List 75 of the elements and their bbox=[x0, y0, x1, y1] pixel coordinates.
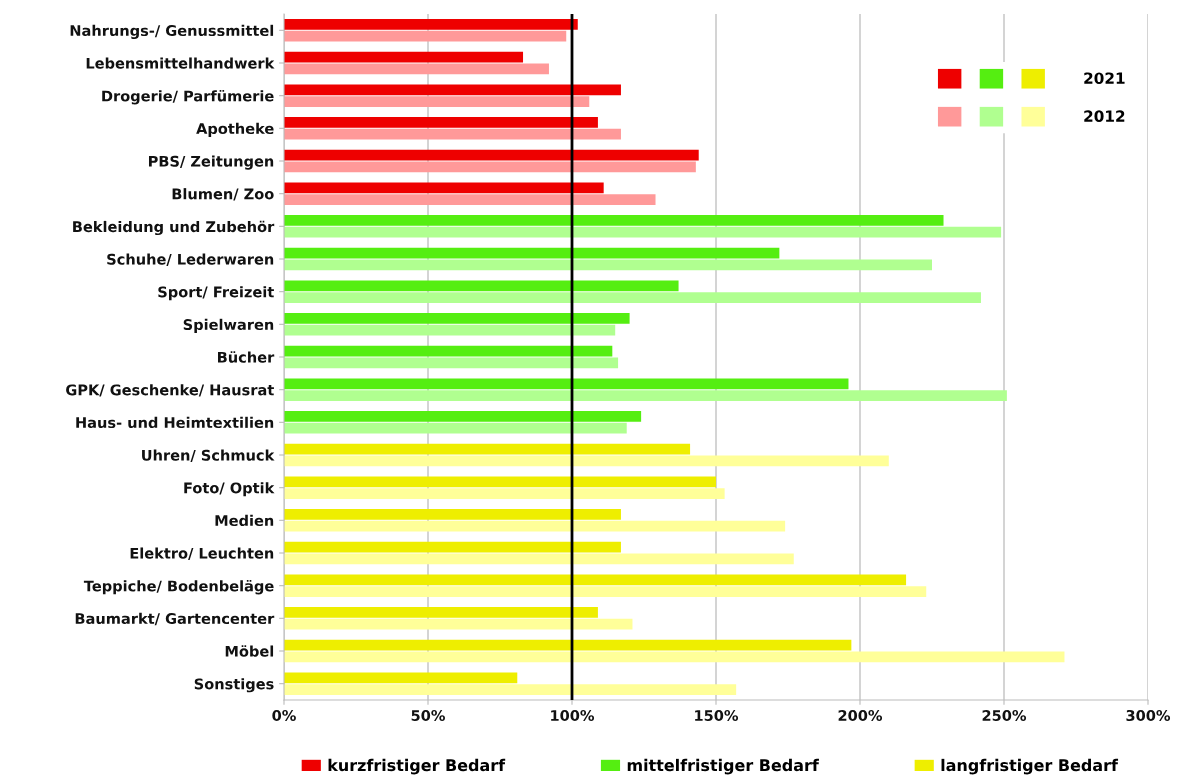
bar bbox=[284, 30, 567, 42]
bar bbox=[284, 651, 1065, 663]
y-tick-label: Haus- und Heimtextilien bbox=[76, 416, 274, 429]
bar bbox=[284, 182, 604, 194]
bar bbox=[284, 607, 598, 618]
bar bbox=[284, 509, 621, 520]
bar bbox=[284, 280, 679, 292]
bar bbox=[284, 357, 619, 369]
text: langfristiger Bedarf bbox=[941, 758, 1119, 775]
y-tick-label: Spielwaren bbox=[183, 318, 274, 333]
x-tick-label: 0% bbox=[272, 709, 296, 722]
bar bbox=[284, 455, 889, 467]
bar bbox=[284, 574, 907, 586]
y-tick-label: Uhren/ Schmuck bbox=[142, 449, 275, 462]
bar bbox=[284, 390, 1007, 401]
x-tick-label: 100% bbox=[551, 709, 595, 722]
bar bbox=[284, 63, 549, 75]
y-tick-label: Möbel bbox=[225, 645, 274, 657]
y-tick-label: GPK/ Geschenke/ Hausrat bbox=[66, 384, 274, 397]
x-tick-label: 200% bbox=[838, 709, 883, 722]
bar bbox=[284, 618, 633, 630]
bar bbox=[284, 345, 613, 357]
x-tick-label: 50% bbox=[411, 709, 445, 722]
bar bbox=[284, 84, 621, 96]
bar bbox=[284, 586, 927, 597]
y-tick-label: Baumarkt/ Gartencenter bbox=[75, 612, 275, 626]
bar bbox=[284, 443, 691, 455]
y-tick-label: Elektro/ Leuchten bbox=[130, 547, 274, 560]
y-tick-label: Drogerie/ Parfümerie bbox=[102, 90, 274, 105]
bar bbox=[284, 292, 981, 303]
y-tick-label: Apotheke bbox=[196, 122, 274, 137]
bar bbox=[284, 215, 944, 226]
bar bbox=[284, 672, 518, 684]
bar bbox=[284, 194, 656, 205]
bar bbox=[284, 488, 725, 499]
bar bbox=[284, 411, 642, 422]
y-tick-label: Bekleidung und Zubehör bbox=[73, 220, 275, 236]
bar bbox=[284, 247, 780, 259]
bar bbox=[284, 684, 737, 695]
bar bbox=[284, 313, 630, 324]
x-tick-label: 300% bbox=[1126, 709, 1171, 722]
y-tick-label: Teppiche/ Bodenbeläge bbox=[83, 580, 274, 595]
text: mittelfristiger Bedarf bbox=[627, 758, 819, 775]
bar bbox=[284, 541, 621, 553]
bar bbox=[284, 226, 1002, 238]
bar bbox=[284, 51, 524, 63]
y-tick-label: Blumen/ Zoo bbox=[172, 188, 274, 201]
bar bbox=[284, 422, 627, 434]
bar bbox=[284, 259, 932, 271]
bar bbox=[284, 117, 598, 128]
y-tick-label: Sonstiges bbox=[194, 678, 274, 693]
bar bbox=[284, 378, 849, 390]
bar bbox=[284, 639, 852, 651]
bar bbox=[284, 161, 696, 173]
y-tick-label: Foto/ Optik bbox=[184, 482, 275, 497]
y-tick-label: Nahrungs-/ Genussmittel bbox=[70, 24, 274, 40]
y-tick-label: Medien bbox=[215, 514, 274, 527]
y-tick-label: Sport/ Freizeit bbox=[158, 286, 274, 301]
bar bbox=[284, 19, 578, 30]
y-tick-label: Lebensmittelhandwerk bbox=[86, 57, 275, 69]
bar bbox=[284, 553, 794, 565]
bar bbox=[284, 476, 716, 488]
text: 2012 bbox=[1084, 110, 1125, 122]
bar bbox=[284, 520, 786, 532]
bar bbox=[284, 128, 621, 140]
bar bbox=[284, 324, 616, 336]
bar bbox=[284, 149, 699, 161]
y-tick-label: Schuhe/ Lederwaren bbox=[107, 253, 274, 266]
text: kurzfristiger Bedarf bbox=[328, 758, 506, 775]
text: 2021 bbox=[1084, 72, 1125, 84]
x-tick-label: 150% bbox=[695, 709, 739, 722]
y-tick-label: PBS/ Zeitungen bbox=[149, 155, 274, 170]
y-tick-label: Bücher bbox=[218, 351, 275, 363]
bar bbox=[284, 96, 590, 107]
x-tick-label: 250% bbox=[982, 709, 1027, 722]
